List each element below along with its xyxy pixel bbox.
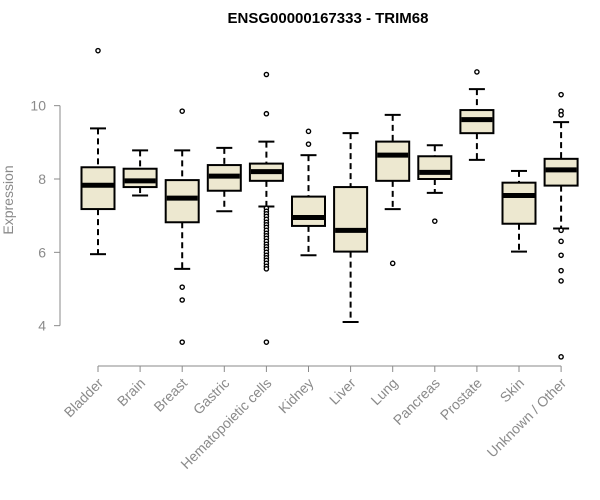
box-body: [164, 179, 200, 224]
y-tick-label: 6: [38, 244, 46, 260]
box-lung: [375, 113, 411, 267]
box-breast: [164, 108, 200, 345]
outlier-point: [179, 297, 185, 303]
outlier-point: [179, 108, 185, 114]
outlier-point: [263, 71, 270, 78]
outlier-point: [263, 266, 270, 272]
box-kidney: [291, 128, 326, 257]
outlier-point: [179, 284, 185, 290]
box-unknown-other: [543, 91, 579, 360]
y-tick-label: 8: [38, 171, 46, 187]
box-liver: [333, 132, 369, 323]
y-tick-label: 10: [30, 98, 46, 114]
outlier-point: [263, 110, 270, 117]
box-hematopoietic-cells: [248, 71, 284, 345]
chart-title: ENSG00000167333 - TRIM68: [228, 10, 429, 27]
outlier-point: [558, 267, 564, 274]
x-tick-label: Skin: [497, 375, 528, 406]
x-tick-label: Kidney: [275, 375, 317, 417]
outlier-point: [558, 91, 564, 98]
box-pancreas: [417, 144, 453, 224]
x-tick-label: Lung: [367, 375, 400, 408]
y-axis: 4 6 8 10: [30, 98, 61, 334]
outlier-point: [305, 141, 312, 147]
box-body: [417, 155, 453, 180]
box-body: [80, 166, 116, 211]
x-tick-label: Liver: [326, 375, 359, 408]
box-body: [501, 181, 537, 225]
outlier-point: [95, 47, 101, 54]
box-brain: [122, 149, 158, 197]
x-tick-label: Breast: [150, 375, 190, 415]
outlier-point: [558, 238, 564, 245]
outlier-point: [263, 339, 270, 345]
outlier-point: [305, 128, 312, 135]
x-tick-label: Brain: [114, 375, 148, 409]
y-tick-label: 4: [38, 318, 46, 334]
outlier-point: [389, 260, 396, 267]
outlier-point: [431, 218, 438, 224]
outlier-point: [179, 339, 185, 345]
outlier-point: [558, 227, 564, 234]
y-axis-label: Expression: [0, 165, 16, 234]
outlier-point: [474, 69, 480, 75]
outlier-point: [558, 278, 564, 284]
box-bladder: [80, 47, 116, 256]
x-tick-label: Unknown / Other: [484, 375, 570, 461]
box-skin: [501, 169, 537, 253]
box-series: [80, 47, 579, 360]
outlier-point: [558, 252, 564, 259]
box-body: [122, 167, 158, 189]
outlier-point: [558, 112, 564, 118]
box-prostate: [459, 69, 495, 161]
x-tick-label: Bladder: [61, 375, 107, 421]
x-tick-label: Prostate: [437, 375, 485, 423]
outlier-point: [558, 354, 564, 360]
box-body: [291, 195, 326, 227]
box-body: [333, 186, 369, 253]
x-tick-label: Pancreas: [390, 375, 443, 428]
box-gastric: [206, 146, 242, 213]
box-body: [375, 140, 411, 182]
